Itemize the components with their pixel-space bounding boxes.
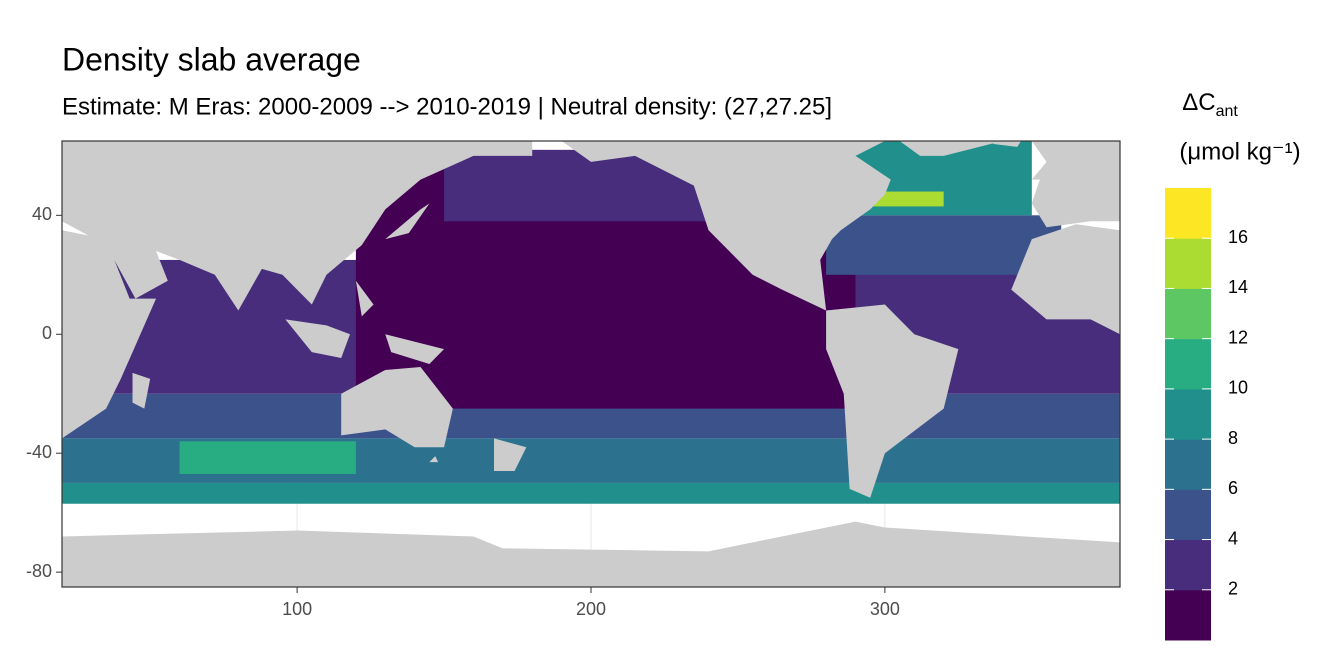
- y-tick-label: -40: [26, 442, 52, 462]
- legend-swatch: [1165, 188, 1211, 239]
- legend-title: ΔCant: [1182, 89, 1238, 120]
- legend-label: 12: [1228, 327, 1248, 347]
- legend-label: 2: [1228, 579, 1238, 599]
- legend-label: 14: [1228, 277, 1248, 297]
- ocean-region: [179, 441, 356, 475]
- land-mass: [285, 319, 351, 359]
- x-tick-label: 200: [576, 599, 606, 619]
- chart-subtitle: Estimate: M Eras: 2000-2009 --> 2010-201…: [62, 93, 832, 120]
- legend-swatch: [1165, 539, 1211, 591]
- legend-label: 4: [1228, 528, 1238, 548]
- chart-title: Density slab average: [62, 41, 361, 77]
- legend-swatch: [1165, 439, 1211, 490]
- legend-title-main: ΔC: [1182, 89, 1215, 116]
- legend-unit: (μmol kg⁻¹): [1179, 138, 1300, 165]
- land-mass: [561, 141, 891, 311]
- ocean-region: [62, 482, 1120, 504]
- legend: ΔCant (μmol kg⁻¹) 2 4 6 8 10 12 14 16: [1165, 89, 1301, 641]
- legend-label: 16: [1228, 227, 1248, 247]
- plot-panel: [62, 141, 1120, 587]
- y-tick-label: -80: [26, 561, 52, 581]
- land-mass: [341, 366, 453, 448]
- x-tick-label: 300: [870, 599, 900, 619]
- land-mass: [899, 141, 1003, 156]
- legend-swatch: [1165, 288, 1211, 340]
- legend-title-sub: ant: [1216, 103, 1239, 120]
- land-mass: [1031, 141, 1120, 228]
- land-mass: [494, 438, 527, 472]
- land-mass: [132, 372, 151, 409]
- axes: 100 200 300 -80 -40 0 40: [26, 204, 900, 619]
- land-mass: [355, 280, 374, 317]
- land-mass: [385, 334, 445, 364]
- y-tick-label: 0: [42, 323, 52, 343]
- legend-swatch: [1165, 589, 1211, 641]
- y-tick-label: 40: [32, 204, 52, 224]
- land-mass: [385, 203, 430, 240]
- land-mass: [62, 521, 1120, 587]
- legend-swatch: [1165, 238, 1211, 289]
- land-mass: [992, 141, 1022, 147]
- land-mass: [1031, 161, 1056, 180]
- land-mass: [1011, 224, 1120, 335]
- land: [62, 141, 1120, 587]
- legend-swatch: [1165, 489, 1211, 541]
- land-mass: [826, 304, 959, 498]
- legend-swatch: [1165, 338, 1211, 390]
- x-tick-label: 100: [282, 599, 312, 619]
- legend-label: 8: [1228, 428, 1238, 448]
- legend-label: 10: [1228, 378, 1248, 398]
- legend-label: 6: [1228, 478, 1238, 498]
- land-mass: [429, 456, 439, 463]
- legend-swatch: [1165, 388, 1211, 440]
- land-mass: [62, 141, 533, 311]
- ocean-region: [870, 191, 944, 207]
- land-mass: [62, 230, 157, 439]
